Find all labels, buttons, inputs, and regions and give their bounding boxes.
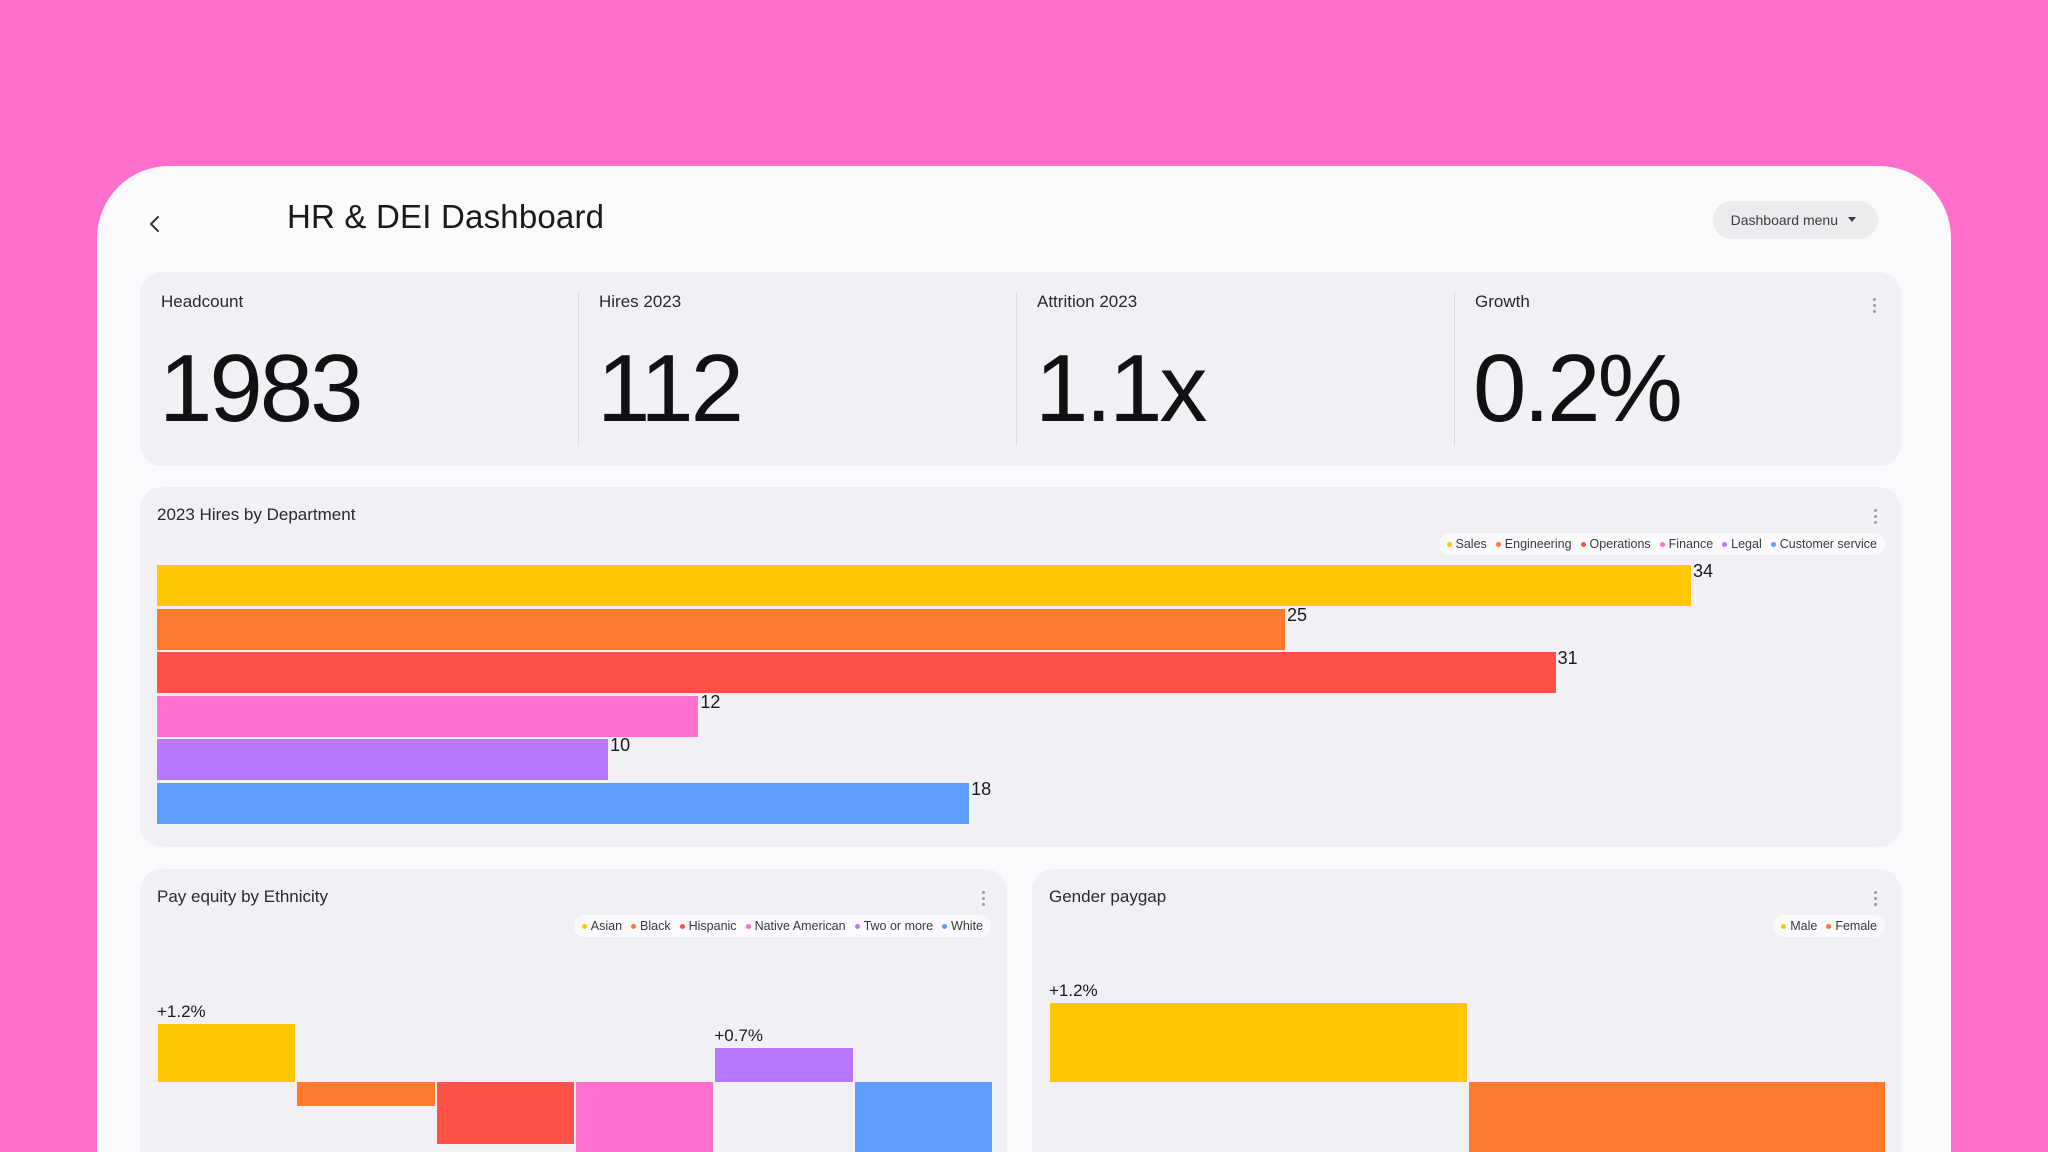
bar-black[interactable] xyxy=(297,1082,435,1106)
kpi-card: Headcount 1983 Hires 2023 112 Attrition … xyxy=(140,272,1901,466)
legend-label: Sales xyxy=(1455,537,1487,551)
legend-item-two-or-more[interactable]: Two or more xyxy=(854,919,934,933)
legend-label: Engineering xyxy=(1504,537,1572,551)
data-label-two-or-more: +0.7% xyxy=(714,1026,764,1046)
legend-item-finance[interactable]: Finance xyxy=(1659,537,1714,551)
kpi-more-options-icon[interactable] xyxy=(1864,293,1884,317)
chart-title: 2023 Hires by Department xyxy=(157,505,356,524)
legend-label: Black xyxy=(640,919,671,933)
bar-sales[interactable] xyxy=(157,565,1691,606)
bar-operations[interactable] xyxy=(157,652,1556,693)
legend-dot-icon xyxy=(631,923,637,929)
bar-female[interactable] xyxy=(1468,1082,1885,1152)
kpi-value: 1983 xyxy=(159,335,364,442)
legend-item-legal[interactable]: Legal xyxy=(1722,537,1762,551)
bar-finance[interactable] xyxy=(157,695,699,737)
legend-dot-icon xyxy=(1826,923,1832,929)
legend-label: Legal xyxy=(1731,537,1762,551)
legend-label: Female xyxy=(1835,919,1877,933)
page-title: HR & DEI Dashboard xyxy=(287,198,605,235)
data-label-engineering: 25 xyxy=(1286,604,1307,625)
legend-dot-icon xyxy=(679,923,685,929)
kpi-value: 1.1x xyxy=(1035,335,1207,442)
data-label-asian: +1.2% xyxy=(157,1002,206,1022)
legend-item-operations[interactable]: Operations xyxy=(1580,537,1651,551)
bar-two-or-more[interactable] xyxy=(715,1048,853,1082)
legend-dot-icon xyxy=(1722,541,1728,547)
legend-item-native-american[interactable]: Native American xyxy=(745,919,846,933)
chart-title: Pay equity by Ethnicity xyxy=(157,887,329,906)
legend-item-sales[interactable]: Sales xyxy=(1446,537,1487,551)
bar-male[interactable] xyxy=(1050,1002,1467,1082)
gender-legend: Male Female xyxy=(1773,915,1885,937)
kpi-growth: Growth 0.2% xyxy=(1454,272,1892,466)
kpi-headcount: Headcount 1983 xyxy=(140,272,578,466)
pay-equity-legend: Asian Black Hispanic Native American Two or … xyxy=(573,915,991,937)
kpi-label: Growth xyxy=(1475,292,1530,311)
legend-label: Male xyxy=(1790,919,1818,933)
legend-dot-icon xyxy=(1580,541,1586,547)
dashboard-window: HR & DEI Dashboard Dashboard menu Headco… xyxy=(97,166,1951,1152)
bar-asian[interactable] xyxy=(158,1024,296,1082)
legend-label: Operations xyxy=(1589,537,1651,551)
data-label-operations: 31 xyxy=(1557,648,1578,668)
dashboard-menu-label: Dashboard menu xyxy=(1730,212,1838,228)
data-label-male: +1.2% xyxy=(1049,980,1098,1000)
bar-legal[interactable] xyxy=(157,739,609,780)
kpi-label: Headcount xyxy=(161,292,244,311)
legend-dot-icon xyxy=(942,923,948,929)
pay-equity-more-options-icon[interactable] xyxy=(973,886,993,910)
kpi-value: 112 xyxy=(597,335,744,442)
legend-label: Native American xyxy=(754,919,846,933)
legend-dot-icon xyxy=(581,923,587,929)
legend-label: Customer service xyxy=(1779,537,1877,551)
legend-item-asian[interactable]: Asian xyxy=(581,919,623,933)
legend-item-hispanic[interactable]: Hispanic xyxy=(679,919,737,933)
bar-native-american[interactable] xyxy=(576,1082,714,1152)
legend-item-white[interactable]: White xyxy=(942,919,983,933)
legend-dot-icon xyxy=(1781,923,1787,929)
pay-equity-card: Pay equity by Ethnicity Asian Black Hispan… xyxy=(140,869,1007,1152)
legend-item-black[interactable]: Black xyxy=(631,919,671,933)
data-label-customer-service: 18 xyxy=(971,778,992,799)
back-button[interactable] xyxy=(137,206,173,242)
legend-label: White xyxy=(951,919,983,933)
hires-legend: Sales Engineering Operations Finance Legal Cu… xyxy=(1438,533,1885,555)
data-label-legal: 10 xyxy=(610,735,631,755)
legend-dot-icon xyxy=(1770,541,1776,547)
kpi-hires: Hires 2023 112 xyxy=(578,272,1016,466)
legend-item-customer-service[interactable]: Customer service xyxy=(1770,537,1877,551)
kpi-label: Hires 2023 xyxy=(599,292,682,311)
bar-customer-service[interactable] xyxy=(157,782,970,824)
legend-label: Two or more xyxy=(863,919,934,933)
hires-more-options-icon[interactable] xyxy=(1865,504,1885,528)
hires-by-department-card: 2023 Hires by Department Sales Engineerin… xyxy=(140,487,1901,847)
gender-more-options-icon[interactable] xyxy=(1865,886,1885,910)
kpi-attrition: Attrition 2023 1.1x xyxy=(1016,272,1454,466)
kpi-label: Attrition 2023 xyxy=(1037,292,1138,311)
chevron-left-icon xyxy=(150,216,159,232)
hires-bar-chart: 34 25 31 12 10 18 xyxy=(157,561,1777,825)
legend-label: Asian xyxy=(590,919,623,933)
legend-dot-icon xyxy=(1659,541,1665,547)
bar-white[interactable] xyxy=(854,1082,992,1152)
legend-item-female[interactable]: Female xyxy=(1826,919,1877,933)
data-label-finance: 12 xyxy=(700,691,721,712)
kpi-value: 0.2% xyxy=(1473,335,1683,442)
legend-label: Finance xyxy=(1668,537,1714,551)
legend-dot-icon xyxy=(854,923,860,929)
chart-title: Gender paygap xyxy=(1049,887,1167,906)
legend-dot-icon xyxy=(1495,541,1501,547)
legend-dot-icon xyxy=(745,923,751,929)
bar-hispanic[interactable] xyxy=(436,1082,574,1145)
legend-item-male[interactable]: Male xyxy=(1781,919,1817,933)
caret-down-icon xyxy=(1848,217,1856,222)
legend-item-engineering[interactable]: Engineering xyxy=(1495,537,1572,551)
bar-engineering[interactable] xyxy=(157,608,1285,650)
dashboard-menu-button[interactable]: Dashboard menu xyxy=(1712,201,1878,239)
legend-dot-icon xyxy=(1446,541,1452,547)
legend-label: Hispanic xyxy=(688,919,737,933)
data-label-sales: 34 xyxy=(1693,561,1714,581)
